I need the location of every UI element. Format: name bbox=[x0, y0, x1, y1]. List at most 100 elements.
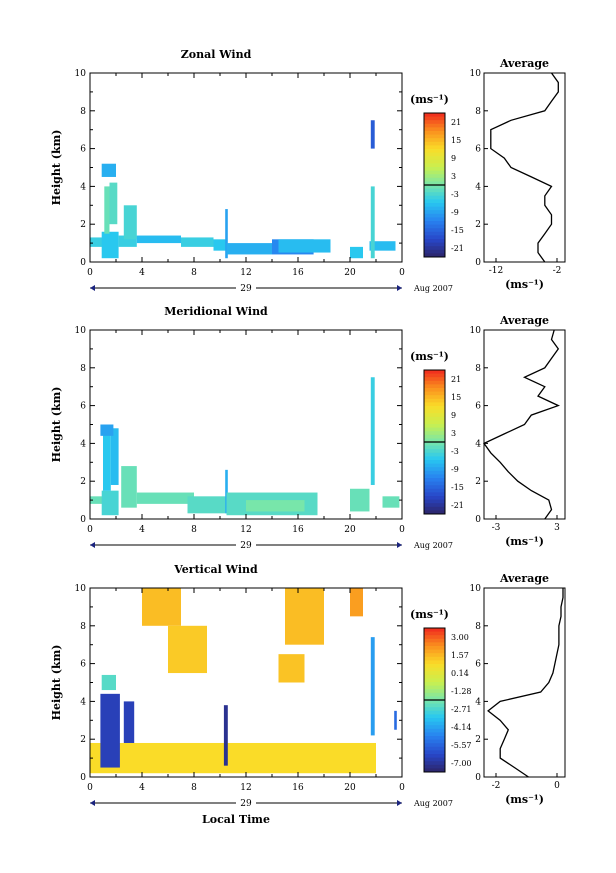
month-label: Aug 2007 bbox=[413, 799, 453, 808]
colorbar-segment bbox=[424, 246, 445, 250]
colorbar: (ms⁻¹) 21 15 9 3 -3 -9 -15 -21 bbox=[410, 350, 464, 515]
colorbar-segment bbox=[424, 754, 445, 758]
heatmap-cell bbox=[224, 705, 228, 765]
x-tick-label: 20 bbox=[344, 783, 356, 793]
heatmap-cell bbox=[124, 701, 134, 743]
colorbar-segment bbox=[424, 406, 445, 410]
colorbar-segment bbox=[424, 482, 445, 486]
colorbar-segment bbox=[424, 374, 445, 378]
x-tick-label: 0 bbox=[87, 268, 93, 278]
heatmap-cell bbox=[371, 637, 375, 735]
y-tick-label: 10 bbox=[75, 69, 87, 79]
colorbar-segment bbox=[424, 471, 445, 475]
colorbar-label: 3 bbox=[451, 172, 456, 181]
colorbar-segment bbox=[424, 704, 445, 708]
day-bar-arrow-left bbox=[90, 542, 95, 548]
y-tick-label: 4 bbox=[80, 182, 86, 192]
colorbar-segment bbox=[424, 700, 445, 704]
day-bar-arrow-right bbox=[397, 542, 402, 548]
month-label: Aug 2007 bbox=[413, 541, 453, 550]
colorbar-segment bbox=[424, 127, 445, 131]
colorbar-label: -9 bbox=[451, 208, 459, 217]
y-tick-label: 0 bbox=[80, 515, 86, 525]
colorbar: (ms⁻¹)3.001.570.14-1.28-2.71-4.14-5.57-7… bbox=[410, 608, 472, 773]
colorbar-label: -15 bbox=[451, 226, 464, 235]
avg-y-tick-label: 8 bbox=[475, 622, 481, 632]
colorbar-segment bbox=[424, 628, 445, 632]
heatmap-cell bbox=[111, 428, 119, 485]
y-axis-label: Height (km) bbox=[50, 645, 63, 721]
heatmap-cell bbox=[350, 588, 363, 616]
average-profile: Average 0 2 4 6 8 10 -12 -2 (ms⁻¹) bbox=[470, 57, 565, 291]
x-tick-label: 0 bbox=[399, 268, 405, 278]
colorbar-segment bbox=[424, 410, 445, 414]
colorbar-segment bbox=[424, 442, 445, 446]
colorbar-segment bbox=[424, 424, 445, 428]
x-tick-label: 20 bbox=[344, 268, 356, 278]
x-tick-label: 16 bbox=[292, 783, 304, 793]
colorbar-segment bbox=[424, 160, 445, 164]
avg-x-label: (ms⁻¹) bbox=[505, 535, 544, 548]
heatmap-cell bbox=[168, 626, 207, 673]
average-line bbox=[488, 588, 563, 777]
colorbar-label: -9 bbox=[451, 465, 459, 474]
day-bar-arrow-right bbox=[397, 800, 402, 806]
colorbar-segment bbox=[424, 639, 445, 643]
colorbar-segment bbox=[424, 642, 445, 646]
colorbar-segment bbox=[424, 413, 445, 417]
colorbar-label: 1.57 bbox=[451, 651, 469, 660]
avg-y-tick-label: 6 bbox=[475, 145, 481, 155]
colorbar-segment bbox=[424, 758, 445, 762]
avg-y-tick-label: 0 bbox=[475, 515, 481, 525]
colorbar-segment bbox=[424, 243, 445, 247]
colorbar-segment bbox=[424, 632, 445, 636]
colorbar-segment bbox=[424, 167, 445, 171]
avg-x-tick-label: -2 bbox=[492, 781, 501, 791]
colorbar-segment bbox=[424, 120, 445, 124]
colorbar-label: -2.71 bbox=[451, 705, 472, 714]
x-tick-label: 8 bbox=[191, 783, 197, 793]
heatmap-cell bbox=[227, 243, 273, 254]
heatmap-cell bbox=[102, 675, 116, 690]
colorbar-segment bbox=[424, 142, 445, 146]
colorbar-segment bbox=[424, 210, 445, 214]
x-tick-label: 16 bbox=[292, 525, 304, 535]
colorbar-segment bbox=[424, 714, 445, 718]
colorbar-segment bbox=[424, 496, 445, 500]
x-axis-label: Local Time bbox=[202, 813, 270, 826]
heatmap-cell bbox=[371, 377, 375, 485]
heatmap-cell bbox=[285, 588, 324, 645]
colorbar-label: -15 bbox=[451, 483, 464, 492]
colorbar-segment bbox=[424, 384, 445, 388]
colorbar-segment bbox=[424, 725, 445, 729]
colorbar-segment bbox=[424, 199, 445, 203]
colorbar-label: -21 bbox=[451, 501, 464, 510]
average-line bbox=[484, 330, 558, 519]
colorbar-segment bbox=[424, 711, 445, 715]
heatmap-cells bbox=[90, 377, 399, 515]
avg-x-tick-label: -2 bbox=[553, 266, 562, 276]
heatmap-cell bbox=[103, 434, 111, 491]
colorbar-segment bbox=[424, 736, 445, 740]
colorbar-label: 15 bbox=[451, 393, 461, 402]
colorbar-segment bbox=[424, 377, 445, 381]
colorbar-segment bbox=[424, 124, 445, 128]
colorbar-unit: (ms⁻¹) bbox=[410, 608, 449, 621]
avg-x-tick-label: -12 bbox=[489, 266, 504, 276]
colorbar-label: -3 bbox=[451, 190, 459, 199]
colorbar-segment bbox=[424, 431, 445, 435]
colorbar-segment bbox=[424, 500, 445, 504]
colorbar-segment bbox=[424, 503, 445, 507]
colorbar-label: -21 bbox=[451, 244, 464, 253]
x-tick-label: 20 bbox=[344, 525, 356, 535]
y-tick-label: 0 bbox=[80, 773, 86, 783]
colorbar-segment bbox=[424, 435, 445, 439]
x-tick-label: 0 bbox=[87, 525, 93, 535]
colorbar-segment bbox=[424, 232, 445, 236]
heatmap-cell bbox=[90, 743, 376, 773]
colorbar-segment bbox=[424, 217, 445, 221]
colorbar-segment bbox=[424, 381, 445, 385]
day-bar-arrow-left bbox=[90, 285, 95, 291]
average-title: Average bbox=[499, 314, 549, 327]
colorbar-segment bbox=[424, 449, 445, 453]
